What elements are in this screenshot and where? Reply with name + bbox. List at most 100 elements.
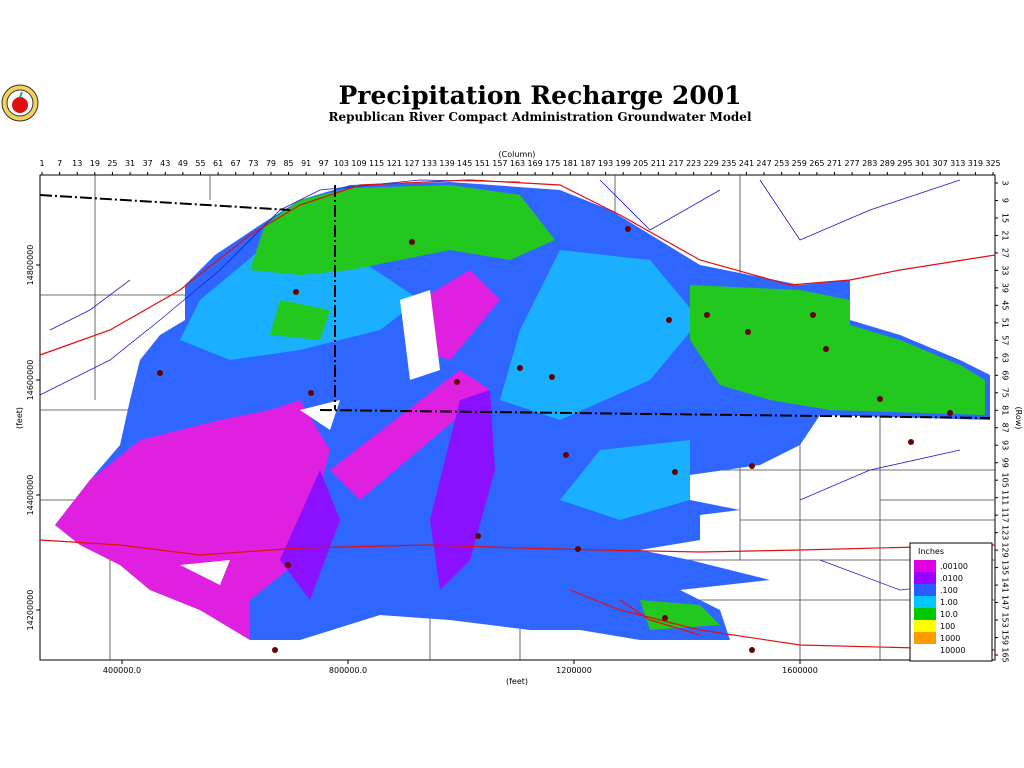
row-tick-label: 123	[1001, 525, 1010, 540]
legend-label: 10000	[940, 646, 965, 655]
column-tick-label: 1	[39, 159, 44, 168]
column-tick-label: 115	[369, 159, 384, 168]
row-tick-label: 57	[1001, 335, 1010, 345]
column-tick-label: 199	[616, 159, 631, 168]
column-tick-label: 235	[721, 159, 736, 168]
legend-swatch	[914, 596, 936, 608]
row-tick-label: 135	[1001, 560, 1010, 575]
x-tick-label: 400000.0	[103, 666, 141, 675]
row-tick-label: 9	[1001, 198, 1010, 203]
x-tick-label: 1600000	[782, 666, 818, 675]
column-tick-label: 271	[827, 159, 842, 168]
legend-swatch	[914, 608, 936, 620]
legend-swatch	[914, 560, 936, 572]
column-tick-label: 91	[301, 159, 311, 168]
row-tick-label: 147	[1001, 595, 1010, 610]
column-tick-label: 25	[107, 159, 117, 168]
column-tick-label: 223	[686, 159, 701, 168]
logo	[1, 84, 39, 122]
x-tick-label: 800000.0	[329, 666, 367, 675]
row-tick-label: 87	[1001, 423, 1010, 433]
column-tick-label: 49	[178, 159, 188, 168]
column-tick-label: 193	[598, 159, 613, 168]
row-label: (Row)	[1014, 407, 1023, 430]
column-tick-label: 259	[792, 159, 807, 168]
legend-label: 1000	[940, 634, 960, 643]
row-tick-label: 69	[1001, 370, 1010, 380]
legend-swatch	[914, 620, 936, 632]
column-tick-label: 187	[580, 159, 595, 168]
column-tick-label: 265	[809, 159, 824, 168]
column-tick-label: 301	[915, 159, 930, 168]
column-tick-label: 163	[510, 159, 525, 168]
row-tick-label: 141	[1001, 577, 1010, 592]
column-tick-label: 175	[545, 159, 560, 168]
column-tick-label: 241	[739, 159, 754, 168]
column-tick-label: 43	[160, 159, 170, 168]
legend-label: 1.00	[940, 598, 958, 607]
row-tick-label: 75	[1001, 388, 1010, 398]
column-tick-label: 289	[880, 159, 895, 168]
row-tick-label: 27	[1001, 248, 1010, 258]
row-tick-label: 105	[1001, 473, 1010, 488]
column-tick-label: 169	[527, 159, 542, 168]
column-tick-label: 67	[231, 159, 241, 168]
x-axis-label: (feet)	[506, 677, 528, 686]
state-line	[319, 409, 991, 419]
row-tick-label: 21	[1001, 230, 1010, 240]
row-tick-label: 111	[1001, 490, 1010, 505]
column-tick-label: 103	[334, 159, 349, 168]
row-tick-label: 3	[1001, 180, 1010, 185]
column-tick-label: 307	[933, 159, 948, 168]
column-tick-label: 295	[897, 159, 912, 168]
column-tick-label: 55	[195, 159, 205, 168]
column-tick-label: 133	[422, 159, 437, 168]
row-tick-label: 117	[1001, 508, 1010, 523]
subtitle: Republican River Compact Administration …	[328, 110, 751, 124]
legend-swatch	[914, 644, 936, 656]
column-tick-label: 13	[72, 159, 82, 168]
column-tick-label: 19	[90, 159, 100, 168]
y-tick-label: 14600000	[26, 360, 35, 401]
y-tick-label: 14400000	[26, 475, 35, 516]
row-tick-label: 63	[1001, 353, 1010, 363]
column-tick-label: 253	[774, 159, 789, 168]
column-tick-label: 79	[266, 159, 276, 168]
column-tick-label: 7	[57, 159, 62, 168]
column-tick-label: 85	[283, 159, 293, 168]
row-tick-label: 153	[1001, 612, 1010, 627]
column-tick-label: 181	[563, 159, 578, 168]
column-tick-label: 37	[143, 159, 153, 168]
column-tick-label: 211	[651, 159, 666, 168]
column-tick-label: 139	[439, 159, 454, 168]
row-tick-label: 51	[1001, 318, 1010, 328]
column-tick-label: 217	[668, 159, 683, 168]
map-body	[39, 175, 996, 660]
x-tick-label: 1200000	[556, 666, 592, 675]
row-tick-label: 93	[1001, 440, 1010, 450]
legend-label: .100	[940, 586, 958, 595]
column-tick-label: 325	[985, 159, 1000, 168]
legend-label: .00100	[940, 562, 968, 571]
column-tick-label: 31	[125, 159, 135, 168]
column-tick-label: 277	[844, 159, 859, 168]
row-tick-label: 165	[1001, 647, 1010, 662]
column-tick-label: 205	[633, 159, 648, 168]
y-tick-label: 14800000	[26, 245, 35, 286]
legend-label: .0100	[940, 574, 963, 583]
column-tick-label: 97	[319, 159, 329, 168]
row-tick-label: 33	[1001, 265, 1010, 275]
column-tick-label: 229	[704, 159, 719, 168]
y-tick-label: 14200000	[26, 590, 35, 631]
column-tick-label: 319	[968, 159, 983, 168]
column-label: (Column)	[499, 150, 536, 159]
row-tick-label: 15	[1001, 213, 1010, 223]
magenta-zone	[55, 270, 500, 640]
column-tick-label: 145	[457, 159, 472, 168]
column-tick-label: 157	[492, 159, 507, 168]
legend-swatch	[914, 572, 936, 584]
row-tick-label: 129	[1001, 542, 1010, 557]
row-tick-label: 39	[1001, 283, 1010, 293]
column-tick-label: 73	[248, 159, 258, 168]
